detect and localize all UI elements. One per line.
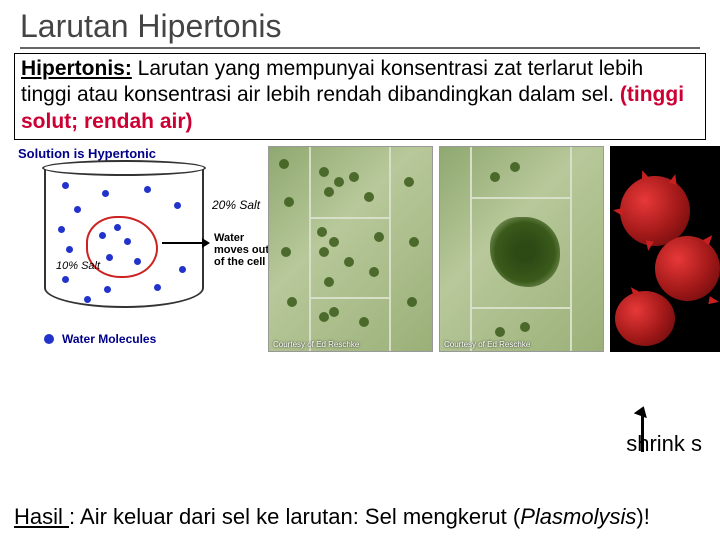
page-title: Larutan Hipertonis <box>0 0 720 47</box>
images-row: Solution is Hypertonic 20% Salt Water mo… <box>0 146 720 356</box>
label-10-salt: 10% Salt <box>56 260 100 272</box>
red-blood-cell-image <box>610 146 720 352</box>
legend-text: Water Molecules <box>62 332 156 346</box>
result-label: Hasil <box>14 504 69 529</box>
result-italic: Plasmolysis <box>520 504 636 529</box>
hypertonic-diagram: Solution is Hypertonic 20% Salt Water mo… <box>14 146 262 356</box>
label-water-moves: Water moves out of the cell <box>214 232 274 268</box>
image-credit-1: Courtesy of Ed Reschke <box>273 340 359 349</box>
plant-cell-plasmolysis-image: Courtesy of Ed Reschke <box>439 146 604 352</box>
legend-dot-icon <box>44 334 54 344</box>
plasmolyzed-cytoplasm <box>490 217 560 287</box>
result-text: Hasil : Air keluar dari sel ke larutan: … <box>14 503 706 531</box>
image-credit-2: Courtesy of Ed Reschke <box>444 340 530 349</box>
diagram-heading: Solution is Hypertonic <box>18 146 156 161</box>
shrinks-label: shrink s <box>626 432 702 455</box>
water-arrow-icon <box>162 242 208 244</box>
plant-cell-normal-image: Courtesy of Ed Reschke <box>268 146 433 352</box>
result-end: )! <box>636 504 649 529</box>
definition-period: . <box>608 83 620 106</box>
beaker-rim <box>42 160 206 176</box>
definition-term: Hipertonis: <box>21 57 132 80</box>
result-body: : Air keluar dari sel ke larutan: Sel me… <box>69 504 520 529</box>
title-divider <box>20 47 700 49</box>
definition-box: Hipertonis: Larutan yang mempunyai konse… <box>14 53 706 140</box>
label-20-salt: 20% Salt <box>212 198 260 212</box>
